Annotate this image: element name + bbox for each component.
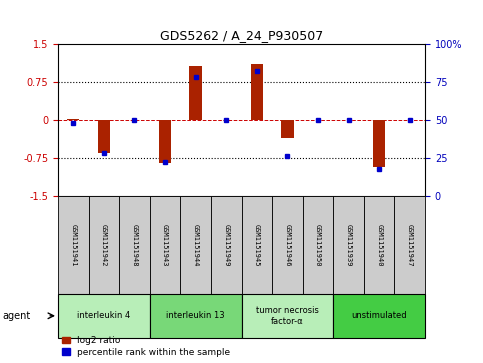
Text: GSM1151945: GSM1151945 bbox=[254, 224, 260, 266]
Bar bbox=[67, 119, 79, 120]
Text: GSM1151946: GSM1151946 bbox=[284, 224, 290, 266]
Text: GSM1151943: GSM1151943 bbox=[162, 224, 168, 266]
Bar bbox=[150, 196, 180, 294]
Bar bbox=[242, 294, 333, 338]
Text: agent: agent bbox=[2, 311, 30, 321]
Text: GSM1151950: GSM1151950 bbox=[315, 224, 321, 266]
Bar bbox=[189, 66, 202, 120]
Text: GSM1151944: GSM1151944 bbox=[193, 224, 199, 266]
Bar bbox=[88, 196, 119, 294]
Text: interleukin 4: interleukin 4 bbox=[77, 311, 130, 320]
Bar bbox=[150, 294, 242, 338]
Bar bbox=[395, 196, 425, 294]
Bar bbox=[303, 196, 333, 294]
Bar bbox=[58, 294, 150, 338]
Bar bbox=[242, 196, 272, 294]
Bar bbox=[251, 64, 263, 120]
Legend: log2 ratio, percentile rank within the sample: log2 ratio, percentile rank within the s… bbox=[62, 336, 230, 357]
Bar bbox=[333, 196, 364, 294]
Text: tumor necrosis
factor-α: tumor necrosis factor-α bbox=[256, 306, 319, 326]
Bar bbox=[159, 120, 171, 163]
Bar bbox=[98, 120, 110, 153]
Bar bbox=[272, 196, 303, 294]
Text: GSM1151941: GSM1151941 bbox=[70, 224, 76, 266]
Bar bbox=[373, 120, 385, 167]
Bar bbox=[364, 196, 395, 294]
Text: GSM1151948: GSM1151948 bbox=[131, 224, 138, 266]
Text: unstimulated: unstimulated bbox=[351, 311, 407, 320]
Text: GSM1151949: GSM1151949 bbox=[223, 224, 229, 266]
Bar bbox=[333, 294, 425, 338]
Text: interleukin 13: interleukin 13 bbox=[166, 311, 225, 320]
Title: GDS5262 / A_24_P930507: GDS5262 / A_24_P930507 bbox=[160, 29, 323, 42]
Bar bbox=[211, 196, 242, 294]
Bar bbox=[58, 196, 88, 294]
Bar bbox=[281, 120, 294, 138]
Text: GSM1151939: GSM1151939 bbox=[345, 224, 352, 266]
Text: GSM1151942: GSM1151942 bbox=[101, 224, 107, 266]
Text: GSM1151940: GSM1151940 bbox=[376, 224, 382, 266]
Bar bbox=[180, 196, 211, 294]
Bar bbox=[119, 196, 150, 294]
Text: GSM1151947: GSM1151947 bbox=[407, 224, 413, 266]
